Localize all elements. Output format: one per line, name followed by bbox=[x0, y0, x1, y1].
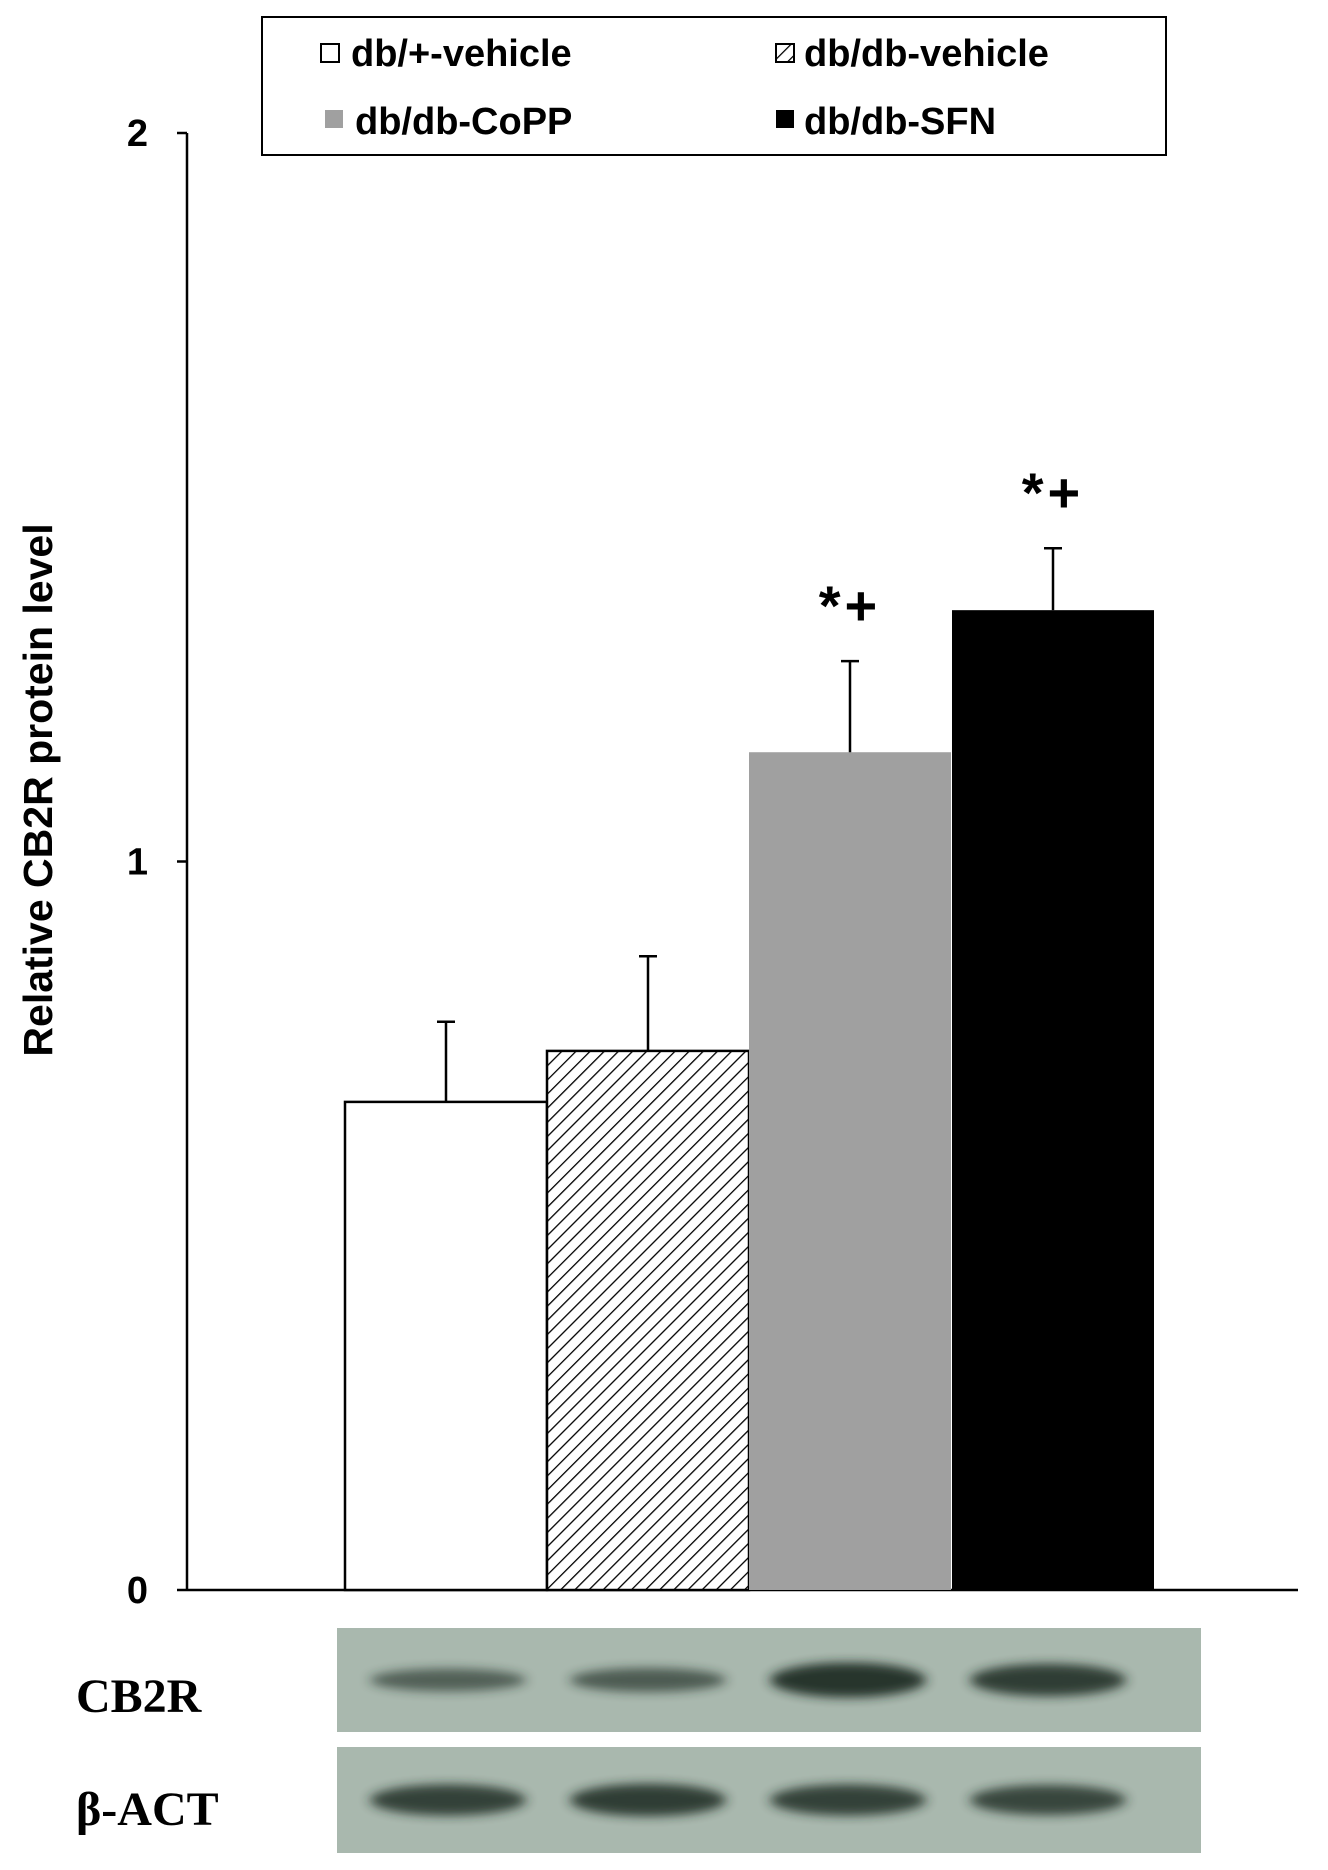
legend-label: db/db-CoPP bbox=[355, 101, 572, 143]
blot-band bbox=[770, 1662, 926, 1698]
western-blot: CB2R β-ACT bbox=[76, 1628, 1201, 1853]
legend-item-2: db/db-CoPP bbox=[325, 101, 572, 143]
legend-item-3: db/db-SFN bbox=[776, 101, 996, 143]
bar bbox=[952, 610, 1154, 1590]
blot-row: CB2R bbox=[76, 1628, 1201, 1732]
legend-swatch bbox=[325, 110, 343, 128]
blot-row-label: CB2R bbox=[76, 1670, 203, 1723]
bar bbox=[749, 752, 951, 1590]
y-tick-label: 0 bbox=[127, 1570, 148, 1612]
bar-group: *+ bbox=[952, 461, 1154, 1590]
bar-group: *+ bbox=[749, 574, 951, 1590]
bars: *+ *+ bbox=[343, 461, 1154, 1592]
legend-item-1: db/db-vehicle bbox=[775, 33, 1049, 75]
significance-annotation: *+ bbox=[819, 574, 882, 637]
legend-box bbox=[261, 16, 1167, 156]
blot-row: β-ACT bbox=[76, 1747, 1201, 1853]
bar bbox=[545, 1049, 751, 1592]
blot-band bbox=[570, 1783, 726, 1817]
blot-band bbox=[970, 1663, 1126, 1697]
y-ticks: 0 1 2 bbox=[127, 113, 187, 1612]
blot-band bbox=[570, 1668, 726, 1692]
y-tick-label: 2 bbox=[127, 113, 148, 155]
legend-item-0: db/+-vehicle bbox=[320, 33, 572, 75]
legend-swatch bbox=[775, 43, 795, 63]
significance-annotation: *+ bbox=[1022, 461, 1085, 524]
blot-band bbox=[370, 1668, 526, 1692]
legend-label: db/db-SFN bbox=[804, 101, 996, 143]
blot-band bbox=[770, 1784, 926, 1816]
legend-label: db/db-vehicle bbox=[804, 33, 1049, 75]
y-tick-label: 1 bbox=[127, 842, 148, 884]
blot-band bbox=[370, 1784, 526, 1816]
bar-group bbox=[545, 954, 751, 1592]
legend-swatch bbox=[320, 43, 340, 63]
legend-label: db/+-vehicle bbox=[351, 33, 572, 75]
bar bbox=[343, 1100, 549, 1592]
legend: db/+-vehicle db/db-vehicle db/db-CoPP db… bbox=[261, 16, 1167, 156]
y-axis-label: Relative CB2R protein level bbox=[15, 523, 61, 1056]
blot-row-label: β-ACT bbox=[76, 1783, 219, 1836]
blot-band bbox=[970, 1785, 1126, 1815]
legend-swatch bbox=[776, 110, 794, 128]
bar-group bbox=[343, 1020, 549, 1592]
